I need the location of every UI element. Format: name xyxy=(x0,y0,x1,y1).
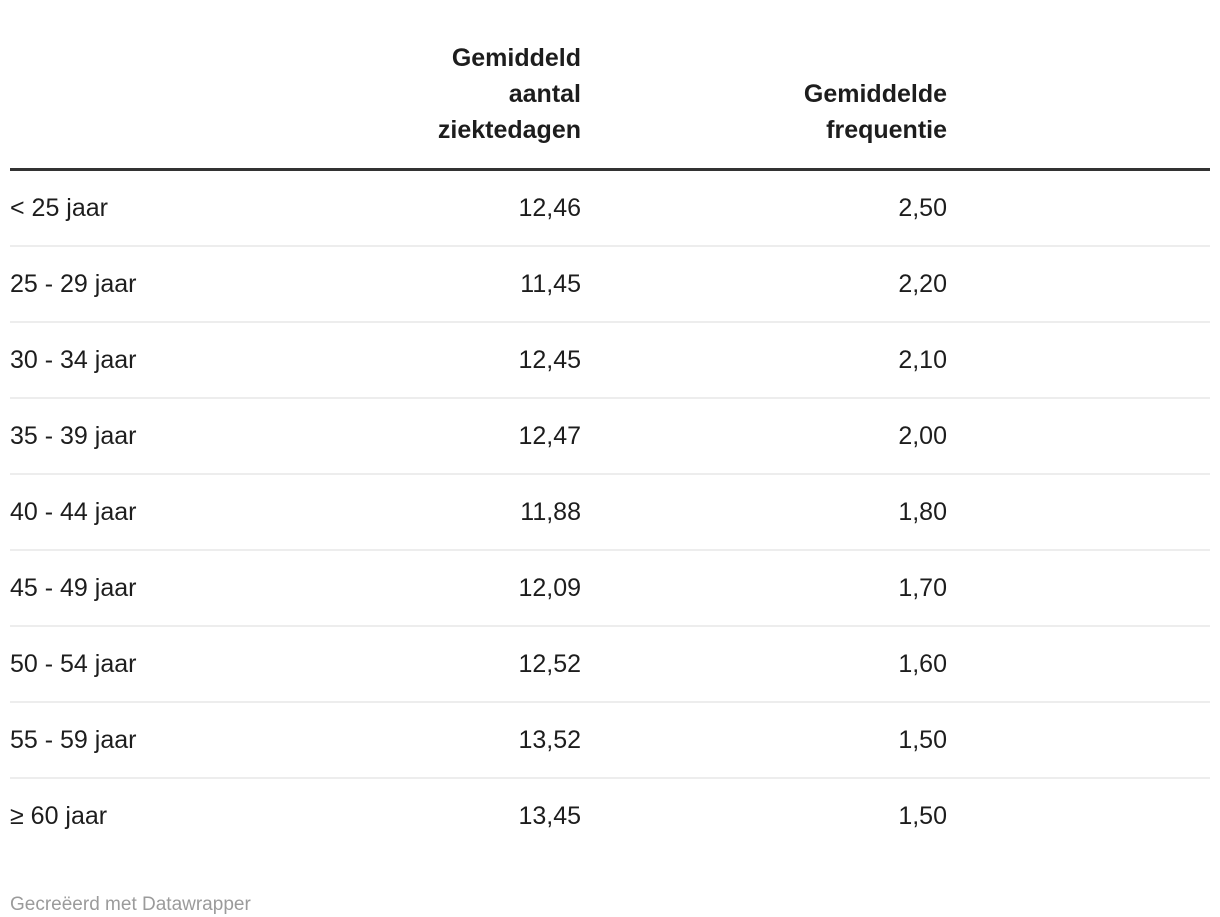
table-row: 25 - 29 jaar 11,45 2,20 xyxy=(10,246,1210,322)
ziektedagen-cell: 12,46 xyxy=(518,194,581,222)
ziektedagen-cell: 13,52 xyxy=(518,726,581,754)
frequentie-cell: 1,50 xyxy=(898,802,947,830)
data-table: Gemiddeld aantal ziektedagen Gemiddelde … xyxy=(10,30,1210,853)
table-row: 35 - 39 jaar 12,47 2,00 xyxy=(10,398,1210,474)
row-label-cell: 45 - 49 jaar xyxy=(10,574,137,602)
ziektedagen-cell: 13,45 xyxy=(518,802,581,830)
ziektedagen-cell: 11,45 xyxy=(520,270,581,298)
frequentie-cell: 2,50 xyxy=(898,194,947,222)
header-frequentie-line1: Gemiddelde xyxy=(803,80,947,108)
row-label-cell: < 25 jaar xyxy=(10,194,108,222)
header-cell-frequentie: Gemiddelde frequentie xyxy=(581,30,1210,170)
row-label-cell: 25 - 29 jaar xyxy=(10,270,137,298)
ziektedagen-cell: 12,52 xyxy=(518,650,581,678)
table-header: Gemiddeld aantal ziektedagen Gemiddelde … xyxy=(10,30,1210,170)
datawrapper-attribution-link[interactable]: Gecreëerd met Datawrapper xyxy=(10,894,251,915)
frequentie-cell: 1,60 xyxy=(898,650,947,678)
frequentie-cell: 1,80 xyxy=(898,498,947,526)
row-label-cell: 30 - 34 jaar xyxy=(10,346,137,374)
frequentie-cell: 2,10 xyxy=(898,346,947,374)
ziektedagen-cell: 11,88 xyxy=(520,498,581,526)
ziektedagen-cell: 12,45 xyxy=(518,346,581,374)
header-row: Gemiddeld aantal ziektedagen Gemiddelde … xyxy=(10,30,1210,170)
ziektedagen-cell: 12,09 xyxy=(518,574,581,602)
row-label-cell: 40 - 44 jaar xyxy=(10,498,137,526)
table-row: 45 - 49 jaar 12,09 1,70 xyxy=(10,550,1210,626)
ziektedagen-cell: 12,47 xyxy=(518,422,581,450)
table-row: ≥ 60 jaar 13,45 1,50 xyxy=(10,778,1210,853)
table-row: < 25 jaar 12,46 2,50 xyxy=(10,170,1210,247)
frequentie-cell: 1,50 xyxy=(898,726,947,754)
header-ziektedagen-line1: Gemiddeld aantal xyxy=(451,44,581,108)
table-body: < 25 jaar 12,46 2,50 25 - 29 jaar 11,45 … xyxy=(10,170,1210,854)
header-cell-label xyxy=(10,30,400,170)
header-frequentie-line2: frequentie xyxy=(826,116,947,144)
header-cell-ziektedagen: Gemiddeld aantal ziektedagen xyxy=(400,30,581,170)
row-label-cell: ≥ 60 jaar xyxy=(10,802,108,830)
table-row: 55 - 59 jaar 13,52 1,50 xyxy=(10,702,1210,778)
frequentie-cell: 2,20 xyxy=(898,270,947,298)
row-label-cell: 35 - 39 jaar xyxy=(10,422,137,450)
frequentie-cell: 1,70 xyxy=(898,574,947,602)
table-row: 50 - 54 jaar 12,52 1,60 xyxy=(10,626,1210,702)
row-label-cell: 50 - 54 jaar xyxy=(10,650,137,678)
table-row: 30 - 34 jaar 12,45 2,10 xyxy=(10,322,1210,398)
table-row: 40 - 44 jaar 11,88 1,80 xyxy=(10,474,1210,550)
frequentie-cell: 2,00 xyxy=(898,422,947,450)
row-label-cell: 55 - 59 jaar xyxy=(10,726,137,754)
header-ziektedagen-line2: ziektedagen xyxy=(437,116,581,144)
